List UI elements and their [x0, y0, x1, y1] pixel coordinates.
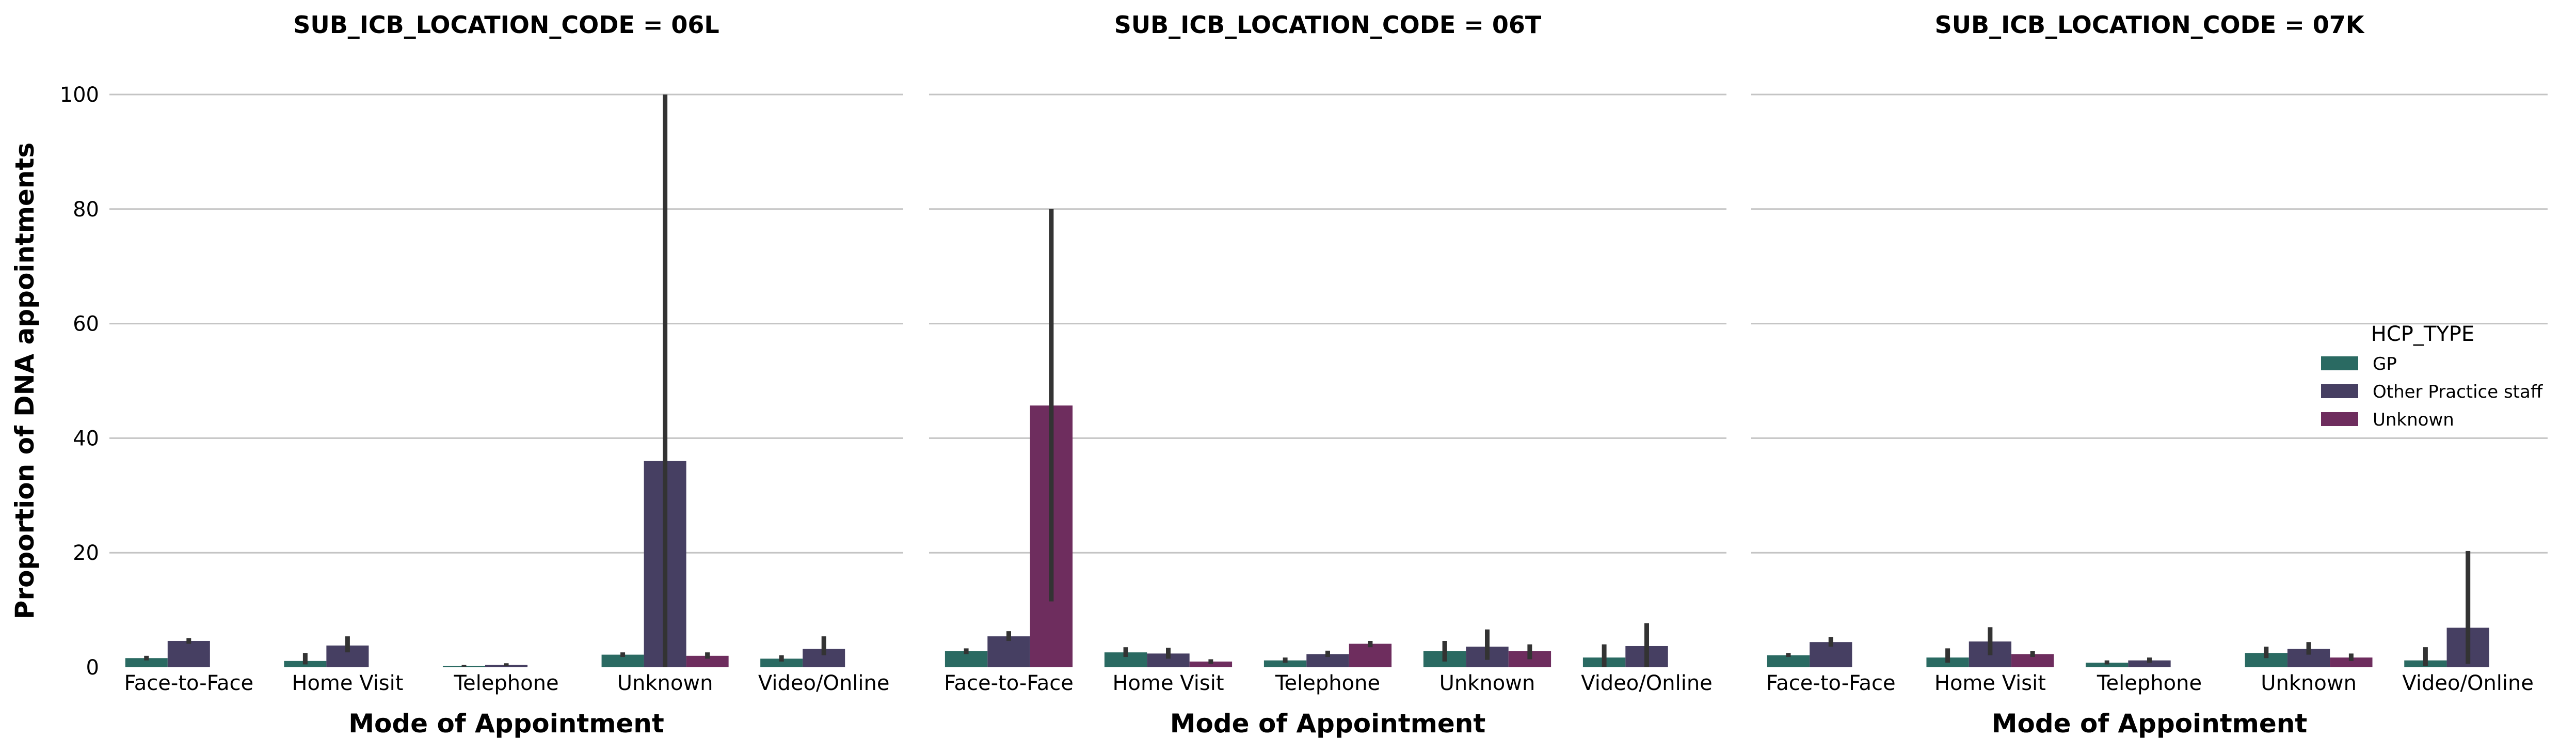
x-axis-label: Mode of Appointment	[348, 709, 664, 739]
x-tick-label: Unknown	[2261, 671, 2357, 695]
facet-title: SUB_ICB_LOCATION_CODE = 06T	[1114, 11, 1542, 39]
bar	[2128, 660, 2171, 667]
y-tick-label: 20	[73, 541, 99, 565]
x-tick-label: Video/Online	[758, 671, 890, 695]
legend-title: HCP_TYPE	[2371, 322, 2474, 346]
bar	[1349, 644, 1392, 667]
x-tick-label: Unknown	[617, 671, 713, 695]
bar	[2086, 663, 2129, 667]
bar	[125, 658, 168, 667]
y-tick-label: 100	[60, 83, 99, 107]
bar	[1263, 660, 1307, 667]
x-tick-label: Telephone	[2097, 671, 2202, 695]
legend-swatch	[2321, 412, 2358, 426]
bar	[686, 655, 729, 667]
legend-entry: Other Practice staff	[2373, 382, 2543, 402]
x-tick-label: Unknown	[1439, 671, 1535, 695]
y-tick-label: 60	[73, 312, 99, 336]
bar	[760, 658, 803, 667]
x-tick-label: Face-to-Face	[1766, 671, 1896, 695]
bar	[987, 636, 1030, 667]
y-axis-label: Proportion of DNA appointments	[10, 143, 40, 619]
x-tick-label: Telephone	[1275, 671, 1380, 695]
legend-entry: Unknown	[2373, 410, 2454, 430]
y-tick-label: 0	[86, 656, 99, 680]
bar	[1767, 655, 1810, 667]
x-tick-label: Face-to-Face	[944, 671, 1074, 695]
x-tick-label: Home Visit	[1112, 671, 1224, 695]
x-tick-label: Video/Online	[1581, 671, 1713, 695]
bar	[1189, 661, 1233, 667]
facet-title: SUB_ICB_LOCATION_CODE = 06L	[293, 11, 719, 39]
bar	[167, 640, 210, 667]
x-axis-label: Mode of Appointment	[1992, 709, 2308, 739]
facet-title: SUB_ICB_LOCATION_CODE = 07K	[1935, 11, 2365, 39]
legend-swatch	[2321, 356, 2358, 370]
x-tick-label: Home Visit	[1934, 671, 2046, 695]
legend-swatch	[2321, 384, 2358, 398]
x-axis-label: Mode of Appointment	[1170, 709, 1486, 739]
bar	[2330, 657, 2373, 667]
x-tick-label: Home Visit	[292, 671, 403, 695]
x-tick-label: Video/Online	[2402, 671, 2534, 695]
legend-entry: GP	[2373, 354, 2397, 374]
y-tick-label: 80	[73, 198, 99, 222]
x-tick-label: Face-to-Face	[124, 671, 253, 695]
y-tick-label: 40	[73, 427, 99, 450]
x-tick-label: Telephone	[453, 671, 558, 695]
